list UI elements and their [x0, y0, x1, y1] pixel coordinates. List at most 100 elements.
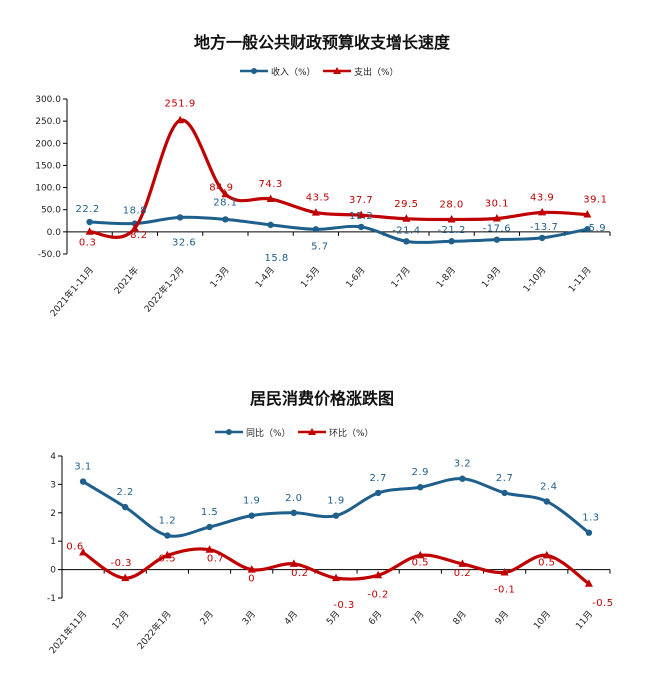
- x-tick-label: 1-8月: [434, 265, 458, 290]
- y-tick-label: 300.0: [35, 95, 61, 105]
- x-tick-label: 4月: [282, 609, 300, 627]
- data-label: 0.5: [159, 553, 176, 564]
- data-label: -17.6: [483, 224, 511, 235]
- y-tick-label: -50.0: [38, 250, 62, 260]
- x-tick-label: 2月: [198, 609, 216, 627]
- data-point: [206, 523, 213, 531]
- data-point: [374, 570, 383, 579]
- x-tick-label: 10月: [531, 609, 553, 632]
- legend-marker-revenue: [251, 68, 257, 74]
- data-label: 0.2: [454, 568, 471, 579]
- y-tick-label: 150.0: [35, 161, 61, 171]
- x-tick-label: 6月: [367, 609, 385, 627]
- data-point: [222, 216, 229, 223]
- legend-label-mom: 环比（%）: [329, 427, 374, 439]
- data-point: [538, 234, 546, 242]
- data-label: 251.9: [165, 98, 196, 109]
- data-point: [583, 210, 592, 218]
- y-tick-label: 200.0: [35, 139, 61, 149]
- data-point: [86, 218, 93, 226]
- data-point: [247, 565, 256, 573]
- legend-label-revenue: 收入（%）: [271, 66, 316, 78]
- data-label: 1.9: [243, 496, 260, 507]
- data-point: [130, 223, 139, 232]
- data-label: 18.8: [123, 206, 147, 217]
- x-tick-label: 1-9月: [480, 265, 504, 290]
- cpi-chart: 居民消费价格涨跌图 同比（%） 环比（%） -1 0 1 2 3 4 2021年11月 12月…: [0, 340, 669, 683]
- data-point: [357, 210, 366, 219]
- x-tick-label: 7月: [409, 609, 427, 627]
- series-line-0: [82, 477, 590, 538]
- data-point: [374, 489, 382, 497]
- y-tick-label: 3: [50, 480, 56, 490]
- x-tick-label: 1-4月: [253, 265, 277, 290]
- legend-marker-yoy: [226, 429, 232, 435]
- budget-growth-chart: 地方一般公共财政预算收支增长速度 收入（%） 支出（%） -50.0 0.0 50.…: [0, 0, 669, 340]
- chart-series: [79, 475, 593, 587]
- x-tick-label: 1-3月: [208, 265, 232, 290]
- data-point: [267, 221, 274, 229]
- chart-series: [85, 115, 592, 245]
- data-label: 0.3: [79, 238, 96, 249]
- data-label: 1.9: [327, 496, 344, 507]
- legend-marker-expenditure: [333, 67, 341, 74]
- data-point: [585, 529, 593, 536]
- data-label: 32.6: [172, 237, 196, 248]
- legend-marker-mom: [308, 428, 316, 435]
- data-point: [416, 550, 425, 559]
- y-tick-label: 0.0: [47, 228, 62, 238]
- data-label: 43.9: [530, 192, 554, 203]
- data-point: [493, 236, 501, 243]
- y-tick-label: 0: [50, 566, 56, 576]
- data-label: 1.5: [201, 507, 218, 518]
- chart-title: 居民消费价格涨跌图: [250, 389, 394, 408]
- data-point: [448, 238, 455, 245]
- chart-data-labels: 3.1 2.2 1.2 1.5 1.9 2.0 1.9 2.7 2.9 3.2 2.7 2.4 1.3 0…: [66, 459, 613, 611]
- data-point: [584, 579, 593, 587]
- data-point: [163, 550, 172, 559]
- x-tick-label: 2022年1-2月: [141, 264, 186, 314]
- data-point: [332, 512, 340, 519]
- data-point: [538, 207, 547, 216]
- data-point: [417, 484, 424, 491]
- data-point: [584, 226, 591, 233]
- data-point: [501, 489, 508, 497]
- data-point: [492, 214, 501, 222]
- chart-axes: -50.0 0.0 50.0 100.0 150.0 200.0 250.0 300.0 202…: [35, 95, 611, 319]
- y-tick-label: 2: [50, 509, 56, 519]
- series-line-0: [89, 215, 588, 244]
- chart-legend: 同比（%） 环比（%）: [215, 427, 374, 439]
- chart-title: 地方一般公共财政预算收支增长速度: [194, 33, 451, 52]
- data-label: 5.9: [589, 223, 606, 234]
- x-tick-label: 2021年: [111, 264, 141, 296]
- y-tick-label: -1: [47, 594, 56, 604]
- data-point: [542, 550, 551, 559]
- x-tick-label: 1-7月: [389, 265, 413, 290]
- x-tick-label: 11月: [574, 609, 596, 632]
- data-point: [543, 498, 550, 505]
- chart-axes: -1 0 1 2 3 4 2021年11月 12月 2022年1月 2月 3月 4月 5月 6月 7月 8月 9…: [47, 452, 611, 656]
- data-label: 11.2: [349, 211, 373, 222]
- data-point: [79, 548, 88, 556]
- data-point: [311, 208, 320, 216]
- data-point: [403, 238, 410, 245]
- data-label: 3.2: [454, 459, 471, 470]
- y-tick-label: 1: [50, 537, 56, 547]
- data-point: [176, 214, 184, 221]
- x-tick-label: 5月: [324, 609, 342, 627]
- x-tick-label: 1-6月: [344, 265, 368, 290]
- x-tick-label: 1-10月: [521, 265, 548, 295]
- data-point: [205, 545, 214, 553]
- y-tick-label: 50.0: [41, 206, 61, 216]
- data-label: 15.8: [264, 253, 288, 264]
- data-label: 28.1: [213, 197, 237, 208]
- data-point: [447, 214, 456, 223]
- data-label: 3.1: [74, 462, 91, 473]
- data-label: 2.7: [496, 473, 513, 484]
- x-tick-label: 9月: [493, 609, 511, 627]
- data-label: 1.3: [582, 513, 599, 524]
- data-label: 8.2: [130, 230, 147, 241]
- data-label: 2.4: [540, 481, 557, 492]
- data-point: [79, 478, 87, 485]
- data-point: [289, 559, 298, 567]
